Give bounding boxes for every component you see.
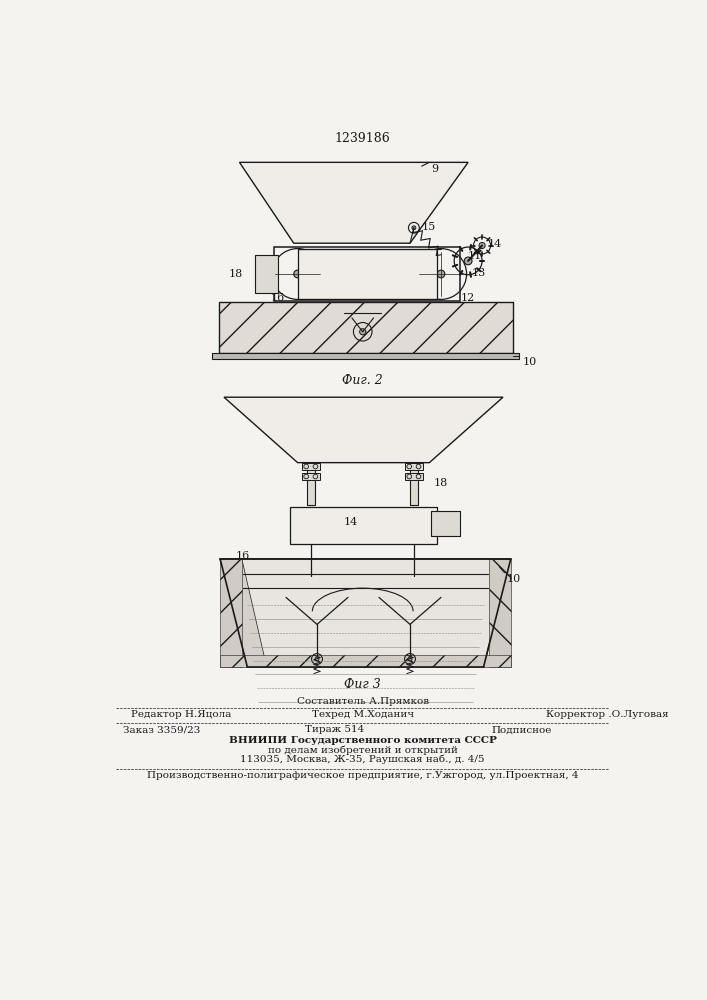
Text: 15: 15 (421, 222, 436, 232)
Text: 14: 14 (488, 239, 502, 249)
Bar (255, 255, 279, 293)
Bar (220, 559, 242, 667)
Bar (410, 463, 418, 505)
Text: 13: 13 (472, 268, 486, 278)
Circle shape (479, 242, 485, 249)
Bar (489, 559, 510, 667)
Bar (301, 463, 320, 470)
Text: 12: 12 (460, 293, 474, 303)
Text: 18: 18 (229, 269, 243, 279)
Bar (404, 463, 423, 470)
Text: Производственно-полиграфическое предприятие, г.Ужгород, ул.Проектная, 4: Производственно-полиграфическое предприя… (147, 771, 578, 780)
Text: Фиг 3: Фиг 3 (344, 678, 381, 691)
Text: 11: 11 (468, 251, 482, 261)
Text: 9: 9 (432, 164, 439, 174)
Bar (218, 302, 513, 353)
Bar (298, 249, 437, 299)
Text: Подписное: Подписное (491, 725, 551, 734)
Bar (307, 463, 315, 505)
Text: 16: 16 (271, 293, 285, 303)
Circle shape (464, 257, 472, 265)
Text: Корректор .О.Луговая: Корректор .О.Луговая (546, 710, 668, 719)
Polygon shape (240, 162, 468, 243)
Text: 10: 10 (507, 574, 521, 584)
Text: Фиг. 2: Фиг. 2 (342, 374, 383, 387)
Text: Техред М.Ходанич: Техред М.Ходанич (312, 710, 414, 719)
Text: Составитель А.Прямков: Составитель А.Прямков (297, 698, 428, 706)
Circle shape (437, 270, 445, 278)
Bar (290, 507, 437, 544)
Circle shape (293, 270, 301, 278)
Text: 16: 16 (235, 551, 250, 561)
Bar (220, 655, 510, 667)
Polygon shape (224, 397, 503, 463)
Circle shape (408, 657, 412, 661)
Bar (218, 302, 513, 353)
Text: 18: 18 (433, 478, 448, 488)
Circle shape (410, 522, 418, 530)
Circle shape (315, 657, 319, 661)
Circle shape (307, 522, 315, 530)
Bar (404, 473, 423, 480)
Text: ВНИИПИ Государственного комитета СССР: ВНИИПИ Государственного комитета СССР (229, 736, 496, 745)
Text: 113035, Москва, Ж-35, Раушская наб., д. 4/5: 113035, Москва, Ж-35, Раушская наб., д. … (240, 754, 485, 764)
Bar (431, 511, 460, 536)
Circle shape (360, 329, 366, 335)
Bar (274, 247, 460, 301)
Bar (212, 353, 519, 359)
Polygon shape (220, 559, 267, 667)
Text: по делам изобретений и открытий: по делам изобретений и открытий (268, 745, 457, 755)
Polygon shape (220, 559, 510, 667)
Text: Тираж 514: Тираж 514 (305, 725, 365, 734)
Text: Заказ 3359/23: Заказ 3359/23 (123, 725, 201, 734)
Text: 1239186: 1239186 (335, 132, 390, 145)
Bar (301, 473, 320, 480)
Text: 10: 10 (522, 357, 537, 367)
Text: 14: 14 (344, 517, 358, 527)
Circle shape (412, 226, 416, 230)
Text: Редактор Н.Яцола: Редактор Н.Яцола (131, 710, 231, 719)
